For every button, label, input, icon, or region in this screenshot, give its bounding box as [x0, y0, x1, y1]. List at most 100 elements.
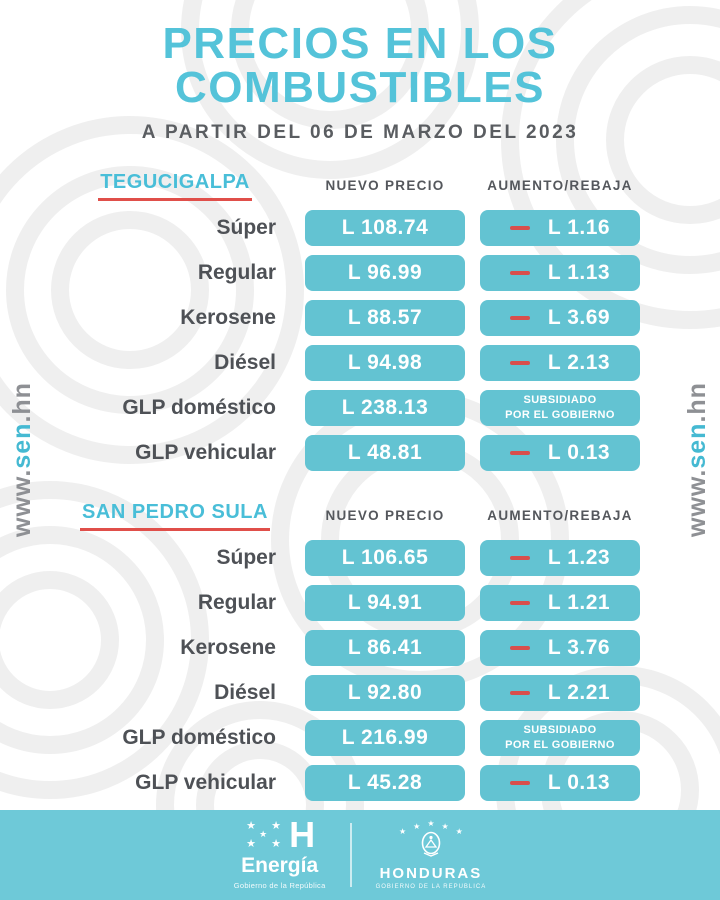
minus-icon: [509, 316, 530, 320]
price-badge: L 94.98: [305, 345, 465, 381]
fuel-label: GLP doméstico: [122, 726, 276, 749]
effective-date-subtitle: A PARTIR DEL 06 DE MARZO DEL 2023: [141, 122, 579, 143]
title-line-2: COMBUSTIBLES: [175, 63, 545, 112]
price-sections: TEGUCIGALPA NUEVO PRECIO AUMENTO/REBAJA …: [0, 171, 720, 801]
price-badge: L 88.57: [305, 300, 465, 336]
change-value: L 1.16: [547, 216, 611, 239]
change-value: L 0.13: [547, 441, 611, 464]
minus-icon: [509, 601, 530, 605]
fuel-label: GLP vehicular: [135, 441, 276, 464]
change-badge: L 1.21: [480, 585, 640, 621]
subsidy-line-2: POR EL GOBIERNO: [505, 738, 615, 751]
subsidy-line-2: POR EL GOBIERNO: [505, 408, 615, 421]
change-badge: L 3.69: [480, 300, 640, 336]
column-header-new-price: NUEVO PRECIO: [325, 508, 445, 523]
fuel-row: Súper L 108.74 L 1.16: [60, 210, 680, 246]
change-badge: L 1.16: [480, 210, 640, 246]
city-section-tegucigalpa: TEGUCIGALPA NUEVO PRECIO AUMENTO/REBAJA …: [60, 171, 680, 471]
change-value: L 2.21: [547, 681, 611, 704]
honduras-label: HONDURAS: [379, 865, 483, 882]
subsidy-line-1: SUBSIDIADO: [523, 394, 597, 407]
footer-bar: ★ ★ ★ ★ ★ H Energía Gobierno de la República…: [0, 810, 720, 900]
minus-icon: [509, 226, 530, 230]
five-stars-icon: ★ ★ ★ ★ ★: [246, 819, 282, 850]
price-badge: L 238.13: [305, 390, 465, 426]
change-badge: SUBSIDIADO POR EL GOBIERNO: [480, 720, 640, 756]
fuel-row: Kerosene L 88.57 L 3.69: [60, 300, 680, 336]
fuel-label: Kerosene: [180, 636, 276, 659]
minus-icon: [509, 271, 530, 275]
change-value: L 0.13: [547, 771, 611, 794]
minus-icon: [509, 691, 530, 695]
column-header-new-price: NUEVO PRECIO: [325, 178, 445, 193]
minus-icon: [509, 781, 530, 785]
change-value: L 3.76: [547, 636, 611, 659]
section-header: SAN PEDRO SULA NUEVO PRECIO AUMENTO/REBA…: [60, 501, 680, 531]
fuel-label: GLP vehicular: [135, 771, 276, 794]
change-value: L 1.13: [547, 261, 611, 284]
change-badge: L 0.13: [480, 435, 640, 471]
change-value: L 3.69: [547, 306, 611, 329]
city-name: TEGUCIGALPA: [98, 171, 252, 201]
change-badge: L 2.21: [480, 675, 640, 711]
change-badge: L 0.13: [480, 765, 640, 801]
change-badge: L 2.13: [480, 345, 640, 381]
price-badge: L 92.80: [305, 675, 465, 711]
fuel-label: Diésel: [214, 351, 276, 374]
fuel-label: Regular: [197, 591, 276, 614]
price-badge: L 216.99: [305, 720, 465, 756]
star-arc-icon: ★ ★ ★ ★ ★: [398, 819, 463, 836]
h-letter-icon: H: [289, 814, 316, 856]
fuel-label: Diésel: [214, 681, 276, 704]
city-section-san-pedro-sula: SAN PEDRO SULA NUEVO PRECIO AUMENTO/REBA…: [60, 501, 680, 801]
fuel-row: Regular L 96.99 L 1.13: [60, 255, 680, 291]
change-badge: SUBSIDIADO POR EL GOBIERNO: [480, 390, 640, 426]
fuel-row: GLP doméstico L 216.99 SUBSIDIADO POR EL …: [60, 720, 680, 756]
minus-icon: [509, 556, 530, 560]
coat-of-arms-icon: [421, 831, 441, 857]
fuel-row: Súper L 106.65 L 1.23: [60, 540, 680, 576]
subsidy-line-1: SUBSIDIADO: [523, 724, 597, 737]
fuel-label: GLP doméstico: [122, 396, 276, 419]
section-header: TEGUCIGALPA NUEVO PRECIO AUMENTO/REBAJA: [60, 171, 680, 201]
city-name: SAN PEDRO SULA: [80, 501, 270, 531]
fuel-row: GLP vehicular L 45.28 L 0.13: [60, 765, 680, 801]
energia-subtitle: Gobierno de la República: [233, 880, 326, 890]
column-header-change: AUMENTO/REBAJA: [487, 508, 633, 523]
change-badge: L 3.76: [480, 630, 640, 666]
fuel-row: Diésel L 92.80 L 2.21: [60, 675, 680, 711]
honduras-subtitle: GOBIERNO DE LA REPÚBLICA: [375, 884, 487, 890]
column-header-change: AUMENTO/REBAJA: [487, 178, 633, 193]
price-badge: L 108.74: [305, 210, 465, 246]
change-value: L 1.21: [547, 591, 611, 614]
fuel-label: Súper: [216, 546, 276, 569]
fuel-label: Regular: [197, 261, 276, 284]
price-badge: L 86.41: [305, 630, 465, 666]
fuel-row: Diésel L 94.98 L 2.13: [60, 345, 680, 381]
price-badge: L 45.28: [305, 765, 465, 801]
page-title: PRECIOS EN LOS COMBUSTIBLES: [0, 22, 720, 110]
fuel-row: GLP doméstico L 238.13 SUBSIDIADO POR EL …: [60, 390, 680, 426]
change-badge: L 1.23: [480, 540, 640, 576]
energia-label: Energía: [241, 853, 319, 877]
fuel-label: Kerosene: [180, 306, 276, 329]
change-badge: L 1.13: [480, 255, 640, 291]
minus-icon: [509, 361, 530, 365]
price-badge: L 96.99: [305, 255, 465, 291]
energia-logo: ★ ★ ★ ★ ★ H Energía Gobierno de la República: [233, 814, 326, 890]
fuel-row: Regular L 94.91 L 1.21: [60, 585, 680, 621]
fuel-label: Súper: [216, 216, 276, 239]
price-badge: L 48.81: [305, 435, 465, 471]
footer-divider: [349, 823, 352, 887]
fuel-row: Kerosene L 86.41 L 3.76: [60, 630, 680, 666]
minus-icon: [509, 451, 530, 455]
honduras-logo: ★ ★ ★ ★ ★ HONDURAS GOBIERNO DE LA REPÚBLICA: [375, 819, 487, 891]
fuel-row: GLP vehicular L 48.81 L 0.13: [60, 435, 680, 471]
change-value: L 1.23: [547, 546, 611, 569]
price-badge: L 106.65: [305, 540, 465, 576]
minus-icon: [509, 646, 530, 650]
price-badge: L 94.91: [305, 585, 465, 621]
title-line-1: PRECIOS EN LOS: [162, 19, 558, 68]
change-value: L 2.13: [547, 351, 611, 374]
